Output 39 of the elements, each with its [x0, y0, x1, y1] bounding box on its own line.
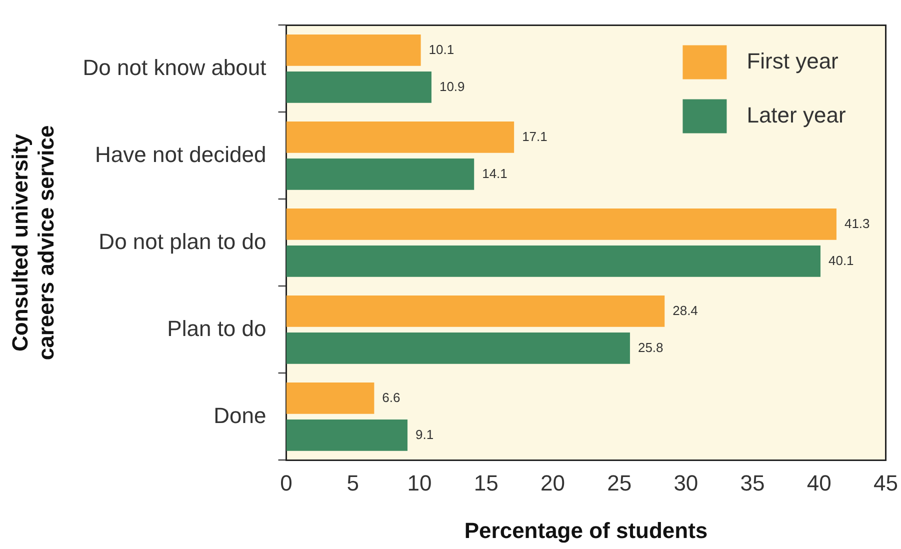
bar [286, 158, 474, 190]
bar [286, 208, 836, 240]
data-label: 25.8 [638, 340, 664, 355]
legend-label: Later year [746, 102, 846, 128]
x-tick-label: 40 [806, 470, 832, 496]
bar [286, 245, 820, 277]
x-tick-label: 30 [674, 470, 698, 496]
bar [286, 382, 374, 414]
data-label: 9.1 [415, 426, 434, 442]
y-tick-label: Have not decided [95, 142, 266, 167]
bar [286, 296, 665, 327]
x-tick-label: 20 [540, 470, 565, 496]
x-axis-title: Percentage of students [464, 518, 708, 543]
data-label: 10.9 [439, 78, 465, 94]
y-tick-label: Do not plan to do [98, 228, 266, 254]
bar [286, 419, 408, 451]
bar [286, 332, 630, 364]
legend-label: First year [746, 48, 838, 74]
x-tick-label: 5 [346, 470, 359, 496]
bar [286, 71, 432, 103]
data-label: 10.1 [428, 42, 454, 57]
y-tick-label: Plan to do [167, 316, 266, 341]
data-label: 6.6 [382, 390, 400, 405]
data-label: 17.1 [522, 128, 548, 144]
bar [286, 122, 514, 153]
data-label: 28.4 [672, 302, 698, 318]
y-axis-title: Consulted university careers advice service [7, 125, 59, 360]
x-tick-label: 0 [280, 470, 292, 496]
y-tick-label: Do not know about [82, 54, 266, 80]
data-label: 14.1 [482, 166, 508, 181]
x-tick-label: 15 [474, 470, 498, 496]
x-tick-label: 25 [607, 470, 632, 496]
y-tick-label: Done [214, 402, 266, 428]
x-tick-label: 45 [874, 470, 898, 496]
x-tick-label: 35 [740, 470, 765, 496]
data-label: 40.1 [828, 252, 854, 268]
bar [286, 34, 421, 66]
x-tick-label: 10 [407, 470, 432, 496]
data-label: 41.3 [844, 216, 870, 231]
